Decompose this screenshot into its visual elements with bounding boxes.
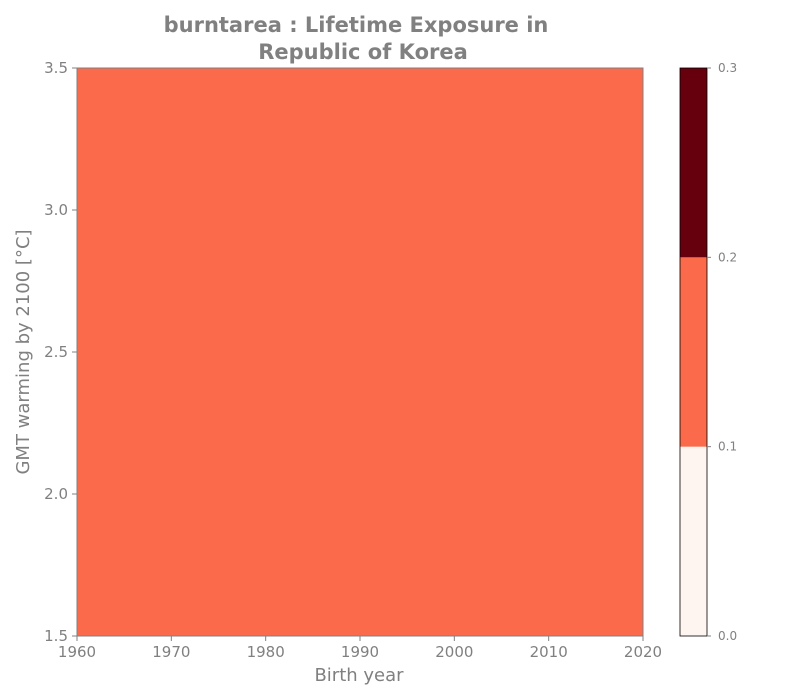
colorbar-tick-label: 0.0 [718, 629, 737, 643]
chart-title-line-2: Republic of Korea [258, 40, 468, 64]
y-tick-label: 1.5 [44, 627, 68, 645]
x-tick-label: 1980 [247, 643, 285, 661]
colorbar-bin-1 [680, 257, 707, 447]
y-tick-label: 3.5 [44, 59, 68, 77]
x-tick-label: 2020 [624, 643, 662, 661]
colorbar-tick-label: 0.2 [718, 250, 737, 264]
colorbar-bin-0 [680, 446, 707, 636]
heatmap-cells [77, 68, 643, 636]
x-tick-label: 2000 [435, 643, 473, 661]
x-tick-label: 2010 [530, 643, 568, 661]
y-tick-label: 2.0 [44, 485, 68, 503]
y-axis-ticks: 1.5 2.0 2.5 3.0 3.5 [44, 59, 77, 645]
x-tick-label: 1990 [341, 643, 379, 661]
colorbar-tick-label: 0.3 [718, 61, 737, 75]
x-axis-label: Birth year [314, 665, 404, 686]
colorbar-bin-2 [680, 68, 707, 258]
x-tick-label: 1960 [58, 643, 96, 661]
y-axis-label: GMT warming by 2100 [°C] [13, 229, 34, 474]
y-tick-label: 2.5 [44, 343, 68, 361]
y-tick-label: 3.0 [44, 201, 68, 219]
heatmap-cell-0 [77, 68, 643, 636]
colorbar-tick-label: 0.1 [718, 440, 737, 454]
x-tick-label: 1970 [152, 643, 190, 661]
chart-title-line-1: burntarea : Lifetime Exposure in [164, 13, 549, 37]
colorbar-frame [679, 67, 708, 637]
x-axis-ticks: 1960 1970 1980 1990 2000 2010 2020 [58, 636, 662, 661]
colorbar: 0.0 0.1 0.2 0.3 [679, 61, 737, 643]
